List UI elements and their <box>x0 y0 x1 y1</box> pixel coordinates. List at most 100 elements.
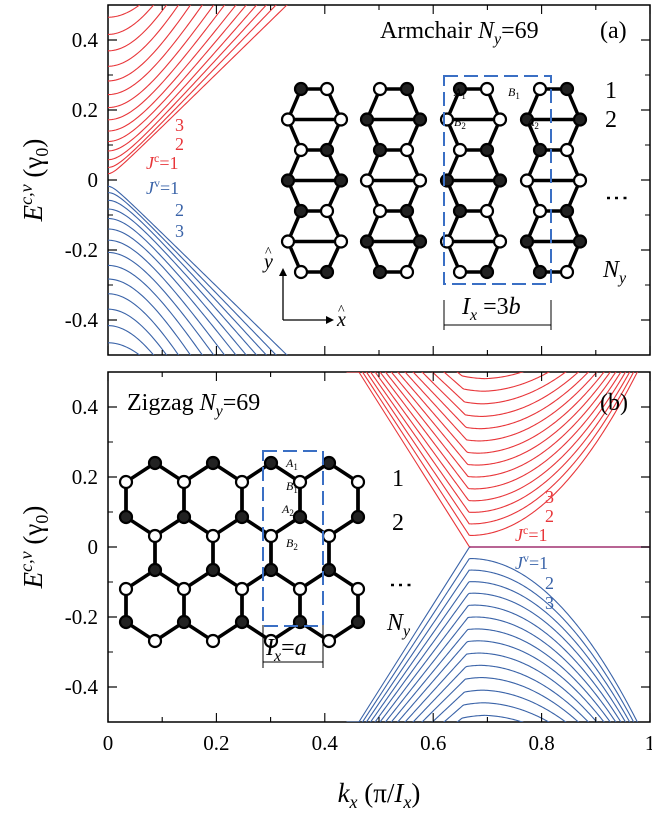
conduction-band-b <box>421 372 580 417</box>
x-tick-label: 1 <box>645 731 652 755</box>
a-cond-label-3: 3 <box>175 115 184 135</box>
valence-band-a <box>108 239 226 355</box>
valence-band-b <box>365 569 635 722</box>
lattice-site-open <box>372 203 388 219</box>
b-site-B1: B1 <box>286 479 298 495</box>
valence-band-b <box>404 652 598 722</box>
lattice-site-filled <box>176 509 192 525</box>
valence-band-b <box>390 628 611 722</box>
y-hat-label: y <box>262 251 273 273</box>
a-val-label-1: Jv=1 <box>146 176 179 198</box>
b-unit-cell-label: Ix=a <box>265 635 307 665</box>
valence-band-a <box>108 293 180 355</box>
lattice-site-open <box>532 81 548 97</box>
lattice-site-filled <box>479 142 495 158</box>
lattice-site-open <box>452 264 468 280</box>
lattice-site-filled <box>359 112 375 127</box>
y-axis-title-b: Ec,v (γ0) <box>16 506 52 590</box>
lattice-site-filled <box>399 203 415 219</box>
lattice-site-filled <box>372 264 388 280</box>
lattice-site-open <box>280 112 296 127</box>
conduction-band-a <box>108 5 237 132</box>
lattice-site-filled <box>452 203 468 219</box>
lattice-site-open <box>321 528 337 544</box>
conduction-band-a <box>108 5 155 35</box>
lattice-site-filled <box>280 173 296 188</box>
lattice-site-open <box>359 173 375 188</box>
panel-b-band-lines <box>346 372 650 722</box>
lattice-site-open <box>399 264 415 280</box>
lattice-site-filled <box>559 81 575 97</box>
lattice-site-filled <box>519 234 535 249</box>
lattice-site-open <box>205 528 221 544</box>
lattice-site-open <box>205 633 221 649</box>
lattice-site-open <box>263 528 279 544</box>
b-unit-cell-dimension: Ix=a <box>262 625 324 668</box>
b-cond-label-2: 2 <box>545 506 554 526</box>
lattice-site-open <box>319 81 335 97</box>
lattice-site-filled <box>234 509 250 525</box>
valence-band-b <box>379 604 622 722</box>
lattice-site-open <box>333 112 349 127</box>
conduction-band-b <box>443 372 550 392</box>
valence-band-b <box>384 616 617 722</box>
conduction-band-b <box>384 372 617 478</box>
valence-band-a <box>108 185 288 355</box>
conduction-band-b <box>431 372 567 405</box>
b-site-A1: A1 <box>285 456 298 472</box>
conduction-band-b <box>397 372 605 454</box>
valence-band-b <box>421 677 580 722</box>
conduction-band-b <box>369 372 631 513</box>
b-site-B2: B2 <box>286 536 298 552</box>
conduction-band-a <box>108 5 226 121</box>
valence-band-a <box>108 199 268 355</box>
lattice-site-open <box>479 81 495 97</box>
lattice-site-open <box>350 581 366 597</box>
conduction-band-b <box>361 372 638 537</box>
conduction-band-b <box>412 372 590 430</box>
conduction-band-b <box>390 372 611 466</box>
valence-band-b <box>443 702 550 722</box>
valence-band-b <box>431 689 567 722</box>
b-row-label-dots: ⋮ <box>387 573 413 597</box>
a-row-label-dots: ⋮ <box>603 186 629 210</box>
valence-band-b <box>374 592 627 722</box>
lattice-site-open <box>350 474 366 490</box>
panel-b-title: Zigzag Ny=69 <box>127 390 260 420</box>
lattice-site-open <box>293 264 309 280</box>
lattice-site-filled <box>321 562 337 578</box>
lattice-site-filled <box>319 142 335 158</box>
conduction-band-a <box>108 5 180 67</box>
lattice-site-filled <box>492 173 508 188</box>
y-tick-label: 0 <box>88 535 99 559</box>
lattice-site-filled <box>205 455 221 471</box>
lattice-site-open <box>439 234 455 249</box>
zigzag-unit-cell-box <box>262 450 324 627</box>
conduction-band-a <box>108 5 288 175</box>
lattice-site-filled <box>532 264 548 280</box>
b-row-label-ny: Ny <box>386 610 411 640</box>
x-tick-label: 0.2 <box>203 731 229 755</box>
b-row-label-2: 2 <box>392 510 404 536</box>
lattice-site-open <box>452 142 468 158</box>
lattice-site-open <box>492 234 508 249</box>
lattice-site-open <box>147 633 163 649</box>
valence-band-a <box>108 208 258 355</box>
valence-band-a <box>108 325 155 355</box>
valence-band-a <box>108 264 203 355</box>
y-tick-label: 0 <box>88 168 99 192</box>
panel-a-ticks: 0.4 0.2 0 -0.2 -0.4 <box>65 4 651 356</box>
conduction-band-a <box>108 5 215 109</box>
lattice-site-open <box>372 81 388 97</box>
valence-band-a <box>108 228 237 355</box>
lattice-site-filled <box>118 509 134 525</box>
lattice-site-open <box>118 581 134 597</box>
lattice-site-open <box>321 633 337 649</box>
a-row-label-2: 2 <box>605 107 617 133</box>
x-hat-label: x <box>336 309 346 331</box>
lattice-site-open <box>572 173 588 188</box>
lattice-site-open <box>280 234 296 249</box>
lattice-site-open <box>263 633 279 649</box>
lattice-site-open <box>399 142 415 158</box>
lattice-site-open <box>492 112 508 127</box>
